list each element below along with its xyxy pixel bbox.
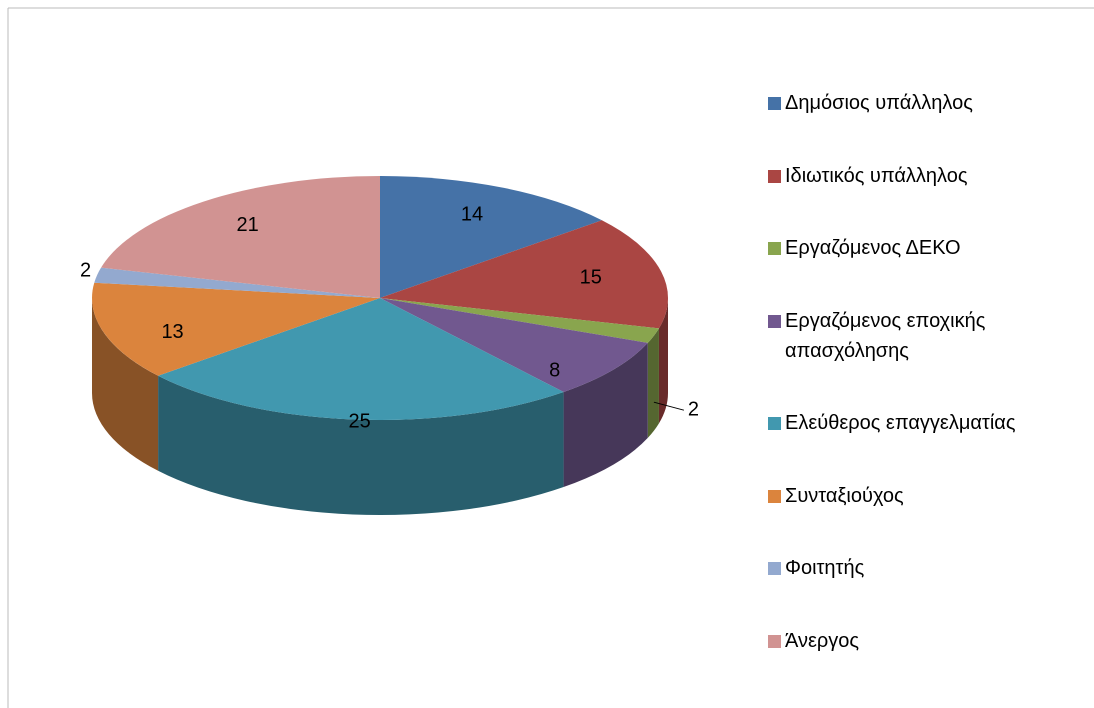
data-label: 21	[236, 214, 258, 236]
legend-item: Εργαζόμενος ΔΕΚΟ	[768, 233, 1090, 263]
slice-side	[658, 298, 668, 424]
legend-swatch	[768, 417, 781, 431]
legend-item: Δημόσιος υπάλληλος	[768, 88, 1090, 118]
slice	[92, 282, 380, 376]
legend-label: Συνταξιούχος	[785, 484, 904, 507]
legend-swatch	[768, 169, 781, 183]
data-label: 2	[688, 398, 699, 420]
legend-label: Δημόσιος υπάλληλος	[785, 92, 973, 114]
slice	[380, 220, 668, 329]
slice	[380, 176, 602, 298]
legend-item: Φοιτητής	[768, 553, 1090, 583]
slice	[380, 298, 648, 393]
legend-item: Συνταξιούχος	[768, 481, 1090, 511]
leader-line	[653, 401, 685, 411]
legend-item: Ελεύθερος επαγγελματίας	[768, 408, 1090, 438]
legend-label: Ιδιωτικός υπάλληλος	[785, 164, 968, 187]
legend-item: Άνεργος	[768, 626, 1090, 656]
legend-label: Άνεργος	[785, 629, 860, 652]
legend-swatch	[768, 562, 781, 576]
data-label: 15	[580, 266, 602, 288]
legend-swatch	[768, 489, 781, 503]
legend-item: Ιδιωτικός υπάλληλος	[768, 161, 1090, 191]
slice-side	[92, 298, 159, 471]
legend-swatch	[768, 634, 781, 648]
slice-side	[158, 375, 564, 515]
data-label: 2	[80, 259, 91, 281]
slice-side	[647, 328, 659, 438]
slice	[101, 176, 381, 298]
legend: Δημόσιος υπάλληλος Ιδιωτικός υπάλληλος Εργ…	[768, 88, 1090, 656]
legend-swatch	[768, 242, 781, 256]
legend-label: Εργαζόμενος ΔΕΚΟ	[785, 237, 961, 260]
legend-label: Φοιτητής	[785, 557, 865, 580]
legend-item: Εργαζόμενος εποχικής απασχόλησης	[768, 306, 1090, 366]
data-label: 8	[549, 360, 560, 382]
data-label: 25	[349, 410, 371, 432]
data-label: 13	[161, 321, 183, 343]
slice	[380, 298, 659, 343]
legend-swatch	[768, 97, 781, 110]
slice-side	[563, 342, 648, 488]
slice	[94, 267, 380, 298]
data-label: 14	[461, 203, 483, 225]
legend-label: Ελεύθερος επαγγελματίας	[785, 412, 1016, 435]
legend-label: Εργαζόμενος εποχικής απασχόλησης	[785, 309, 986, 362]
slice	[158, 298, 564, 420]
legend-swatch	[768, 314, 781, 328]
